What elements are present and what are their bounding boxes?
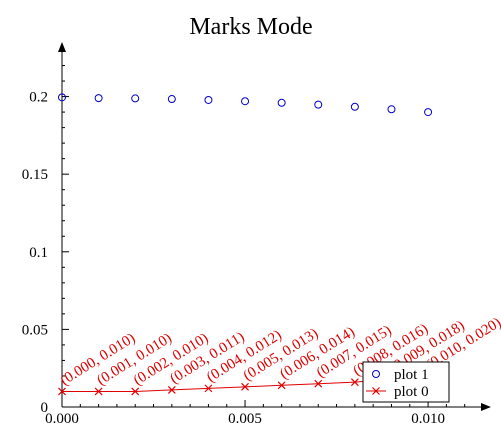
plot-0-point <box>314 379 323 388</box>
plot-0-point <box>167 386 176 394</box>
plot-0-point <box>204 384 213 393</box>
plot-1-point <box>167 95 176 104</box>
series-layer: (0.000, 0.010)(0.001, 0.010)(0.002, 0.01… <box>58 93 501 396</box>
plot-1-point <box>277 98 286 107</box>
y-tick-label: 0.15 <box>22 167 48 183</box>
legend-box <box>362 361 450 403</box>
plot-1-point <box>204 95 213 104</box>
plot-1-point <box>131 94 140 103</box>
plot-1-point <box>94 94 103 103</box>
chart-title: Marks Mode <box>189 14 312 40</box>
plot-0-point <box>131 387 140 396</box>
plot-0-point <box>350 378 359 387</box>
x-axis-arrow <box>481 403 491 411</box>
x-tick-label: 0.005 <box>228 411 262 427</box>
y-tick-label: 0.05 <box>22 322 48 338</box>
legend-label: plot 0 <box>394 384 429 400</box>
plot-0-point <box>94 387 103 396</box>
plot-0-point <box>277 381 286 390</box>
plot-1-point <box>58 93 66 102</box>
x-tick-label: 0.000 <box>45 411 79 427</box>
plot-1-point <box>350 102 359 111</box>
plot-1-point <box>387 105 396 114</box>
y-tick-label: 0 <box>41 400 49 416</box>
plot-0-point <box>58 387 66 396</box>
legend-label: plot 1 <box>394 367 429 383</box>
y-tick-label: 0.1 <box>29 245 48 261</box>
x-tick-label: 0.010 <box>411 411 445 427</box>
plot-1-point <box>424 108 433 117</box>
y-tick-label: 0.2 <box>29 90 48 106</box>
legend-marker-x <box>372 387 380 395</box>
plot-1-point <box>314 100 323 109</box>
plot-0-point <box>241 382 249 391</box>
plot-1-point <box>241 97 250 106</box>
legend-marker-circle <box>372 370 380 378</box>
y-axis-arrow <box>58 42 66 52</box>
axes: 0.000 0.005 0.010 0 0.05 0.1 0.15 0.2 <box>22 42 491 427</box>
